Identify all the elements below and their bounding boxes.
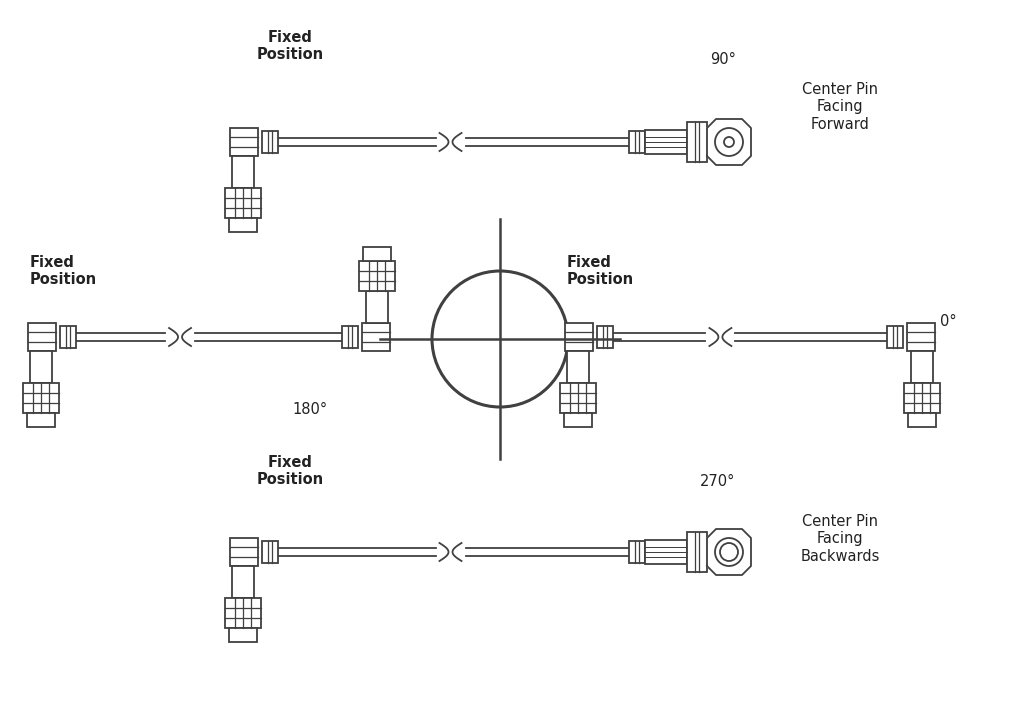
- Bar: [560, 383, 596, 413]
- Bar: [362, 323, 390, 351]
- Bar: [230, 128, 258, 156]
- Circle shape: [432, 271, 568, 407]
- Text: 270°: 270°: [700, 474, 735, 489]
- Circle shape: [715, 128, 743, 156]
- Bar: [262, 131, 278, 153]
- Bar: [907, 323, 935, 351]
- Circle shape: [720, 543, 738, 561]
- Text: Fixed
Position: Fixed Position: [256, 30, 324, 62]
- Bar: [225, 188, 261, 218]
- Bar: [229, 218, 257, 232]
- Bar: [904, 383, 940, 413]
- Bar: [23, 383, 59, 413]
- Bar: [597, 326, 613, 348]
- Text: Fixed
Position: Fixed Position: [567, 255, 634, 287]
- Bar: [262, 541, 278, 563]
- Bar: [567, 351, 589, 383]
- Bar: [366, 291, 388, 323]
- Bar: [232, 566, 254, 598]
- Bar: [687, 122, 707, 162]
- Bar: [342, 326, 358, 348]
- Text: Fixed
Position: Fixed Position: [256, 455, 324, 487]
- Bar: [564, 413, 592, 427]
- Text: 180°: 180°: [293, 402, 328, 417]
- Bar: [645, 130, 687, 154]
- Bar: [362, 247, 391, 261]
- Bar: [687, 532, 707, 572]
- Bar: [908, 413, 936, 427]
- Text: Center Pin
Facing
Forward: Center Pin Facing Forward: [802, 82, 878, 132]
- Polygon shape: [707, 119, 751, 165]
- Bar: [230, 538, 258, 566]
- Bar: [629, 541, 645, 563]
- Bar: [30, 351, 52, 383]
- Bar: [229, 628, 257, 642]
- Bar: [28, 323, 56, 351]
- Bar: [911, 351, 933, 383]
- Bar: [27, 413, 55, 427]
- Text: Center Pin
Facing
Backwards: Center Pin Facing Backwards: [801, 514, 880, 564]
- Text: 0°: 0°: [940, 315, 956, 329]
- Bar: [629, 131, 645, 153]
- Bar: [887, 326, 903, 348]
- Polygon shape: [707, 529, 751, 575]
- Bar: [359, 261, 395, 291]
- Text: 90°: 90°: [710, 52, 736, 67]
- Text: Fixed
Position: Fixed Position: [30, 255, 97, 287]
- Bar: [232, 156, 254, 188]
- Bar: [645, 540, 687, 564]
- Circle shape: [715, 538, 743, 566]
- Bar: [60, 326, 76, 348]
- Bar: [225, 598, 261, 628]
- Circle shape: [724, 137, 734, 147]
- Bar: [565, 323, 593, 351]
